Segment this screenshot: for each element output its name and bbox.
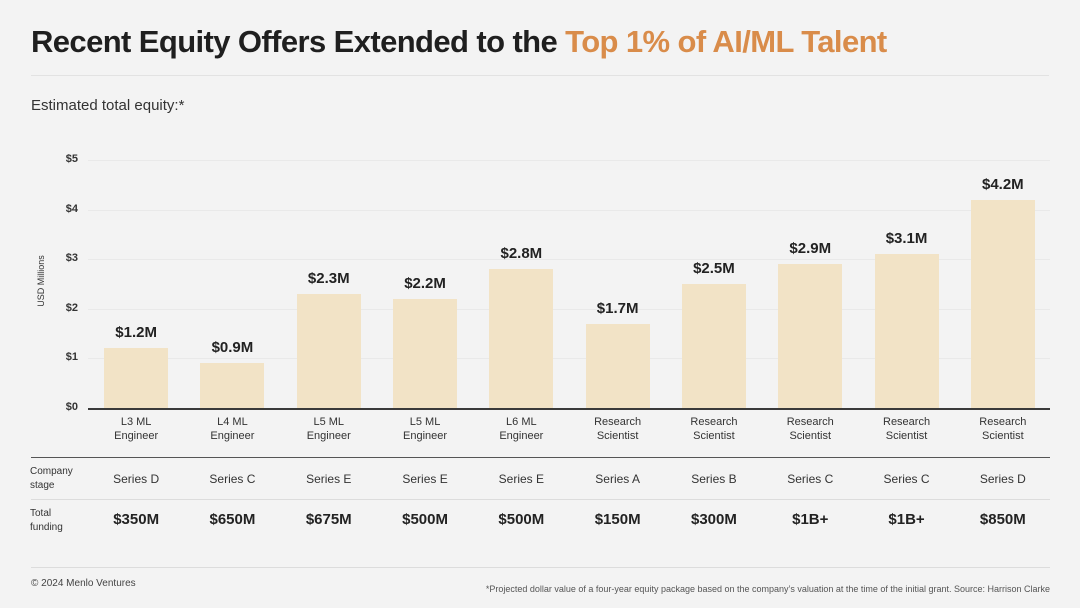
total-funding-cell: $675M <box>305 511 352 528</box>
y-axis-label: USD Millions <box>36 255 46 307</box>
category-line2: Engineer <box>403 430 448 442</box>
table-middle-divider <box>31 499 1050 500</box>
company-stage-cell: Series D <box>979 472 1026 486</box>
company-stage-cell: Series E <box>306 472 352 486</box>
category-line1: L5 ML <box>409 416 441 428</box>
total-funding-label-line2: funding <box>30 522 63 533</box>
y-tick-label: $1 <box>65 351 78 364</box>
bar <box>296 293 361 408</box>
total-funding-cell: $150M <box>594 511 641 528</box>
page-title: Recent Equity Offers Extended to the Top… <box>31 24 887 60</box>
category-line1: L3 ML <box>120 416 152 428</box>
category-line1: Research <box>786 416 834 428</box>
title-main: Recent Equity Offers Extended to the <box>31 24 566 59</box>
bar <box>393 298 458 408</box>
y-tick-label: $4 <box>65 202 78 215</box>
category-line1: Research <box>690 416 738 428</box>
bar <box>200 363 265 408</box>
company-stage-label-line1: Company <box>30 466 73 477</box>
bar <box>585 323 650 408</box>
bar-value-label: $0.9M <box>211 339 254 357</box>
bar <box>489 269 554 408</box>
x-axis-line <box>88 408 1050 410</box>
y-tick-label: $0 <box>65 401 78 413</box>
category-line2: Engineer <box>499 430 544 442</box>
total-funding-label: Total funding <box>30 507 100 535</box>
x-category-label: L4 ML Engineer <box>177 415 287 443</box>
bar-value-label: $2.9M <box>789 240 832 258</box>
company-stage-cell: Series C <box>883 472 930 486</box>
gridline <box>88 358 1050 360</box>
x-category-label: Research Scientist <box>852 415 962 443</box>
total-funding-cell: $1B+ <box>792 511 829 528</box>
company-stage-label: Company stage <box>30 465 100 493</box>
bar <box>874 254 939 408</box>
x-category-label: L6 ML Engineer <box>466 415 576 443</box>
category-line2: Scientist <box>693 430 735 442</box>
company-stage-cell: Series E <box>498 472 545 486</box>
category-line1: Research <box>979 416 1027 428</box>
gridline <box>88 308 1050 310</box>
y-tick-label: $3 <box>65 252 78 265</box>
company-stage-cell: Series A <box>595 472 640 486</box>
company-stage-label-line2: stage <box>30 480 55 491</box>
bar <box>778 264 843 408</box>
bar-value-label: $4.2M <box>981 175 1024 193</box>
gridline <box>88 259 1050 261</box>
bar-value-label: $1.7M <box>596 299 639 317</box>
category-line2: Scientist <box>789 430 832 442</box>
total-funding-cell: $500M <box>402 511 448 528</box>
footnote: *Projected dollar value of a four-year e… <box>485 584 1050 594</box>
bar <box>970 199 1035 408</box>
total-funding-cell: $1B+ <box>888 511 925 528</box>
total-funding-label-line1: Total <box>30 508 52 519</box>
chart-subtitle: Estimated total equity:* <box>31 97 185 114</box>
x-category-label: L5 ML Engineer <box>370 415 480 443</box>
bar-value-label: $2.8M <box>500 245 543 263</box>
total-funding-cell: $300M <box>691 511 737 528</box>
gridline <box>88 209 1050 211</box>
total-funding-cell: $850M <box>979 511 1026 528</box>
bar-value-label: $2.2M <box>404 274 446 292</box>
company-stage-cell: Series B <box>691 472 737 486</box>
category-line1: L4 ML <box>217 416 248 428</box>
x-category-label: L3 ML Engineer <box>81 415 191 443</box>
category-line2: Engineer <box>114 430 159 442</box>
category-line2: Scientist <box>982 430 1024 442</box>
table-top-divider <box>31 457 1050 458</box>
title-highlight: Top 1% of AI/ML Talent <box>565 24 887 59</box>
y-tick-label: $5 <box>65 153 78 165</box>
bar-value-label: $3.1M <box>885 230 928 248</box>
category-line2: Engineer <box>210 430 255 442</box>
gridline <box>88 160 1050 161</box>
company-stage-cell: Series C <box>209 472 256 486</box>
x-category-label: Research Scientist <box>659 415 769 443</box>
category-line2: Engineer <box>306 430 351 442</box>
category-line1: Research <box>883 416 931 428</box>
x-category-label: L5 ML Engineer <box>274 415 384 443</box>
x-category-label: Research Scientist <box>563 415 673 443</box>
bar <box>681 284 746 408</box>
total-funding-cell: $650M <box>209 511 256 528</box>
x-category-label: Research Scientist <box>948 415 1058 443</box>
company-stage-cell: Series E <box>402 472 448 486</box>
bar-value-label: $2.5M <box>693 260 735 277</box>
company-stage-cell: Series D <box>113 472 160 486</box>
category-line2: Scientist <box>596 430 639 442</box>
total-funding-cell: $500M <box>498 511 545 528</box>
x-category-label: Research Scientist <box>755 415 865 443</box>
title-divider <box>31 75 1049 76</box>
footer-divider <box>31 567 1050 568</box>
company-stage-cell: Series C <box>787 472 834 486</box>
bar-value-label: $2.3M <box>307 269 350 287</box>
category-line1: L5 ML <box>313 416 345 428</box>
total-funding-cell: $350M <box>113 511 160 528</box>
copyright: © 2024 Menlo Ventures <box>31 578 136 589</box>
category-line1: L6 ML <box>506 416 537 428</box>
bar <box>104 348 169 408</box>
y-tick-label: $2 <box>65 301 78 314</box>
category-line1: Research <box>594 416 642 428</box>
bar-value-label: $1.2M <box>115 324 157 342</box>
category-line2: Scientist <box>885 430 928 442</box>
